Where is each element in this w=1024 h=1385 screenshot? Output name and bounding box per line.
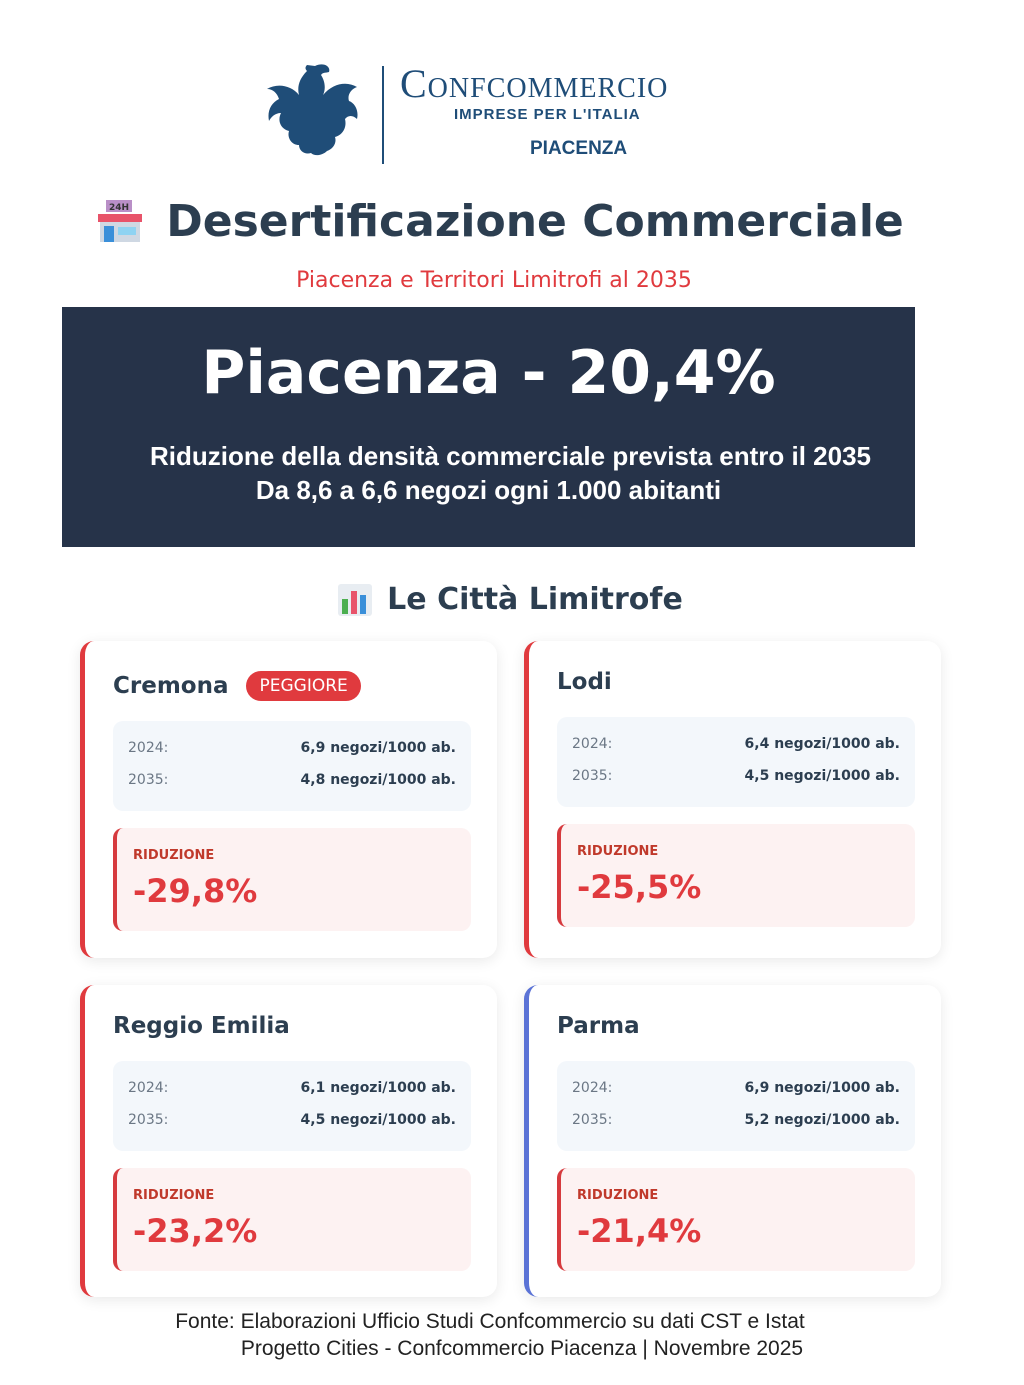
reduction-label: RIDUZIONE	[133, 1188, 215, 1203]
stat-value: 6,4 negozi/1000 ab.	[744, 736, 900, 752]
stat-year: 2024:	[128, 1080, 169, 1096]
stat-value: 4,5 negozi/1000 ab.	[300, 1112, 456, 1128]
city-name: Cremona	[113, 673, 229, 699]
reduction-value: -25,5%	[577, 868, 702, 906]
svg-text:24H: 24H	[109, 203, 129, 213]
stat-year: 2024:	[128, 740, 169, 756]
stat-value: 6,9 negozi/1000 ab.	[744, 1080, 900, 1096]
density-stats: 2024: 6,4 negozi/1000 ab. 2035: 4,5 nego…	[557, 717, 915, 807]
reduction-box: RIDUZIONE -21,4%	[557, 1168, 915, 1271]
convenience-store-icon: 24H	[98, 199, 143, 242]
title-row: 24H Desertificazione Commerciale	[0, 196, 1000, 247]
reduction-label: RIDUZIONE	[133, 848, 215, 863]
reduction-label: RIDUZIONE	[577, 844, 659, 859]
hero-detail: Da 8,6 a 6,6 negozi ogni 1.000 abitanti	[255, 475, 722, 505]
logo-city: PIACENZA	[530, 138, 628, 159]
page-subtitle: Piacenza e Territori Limitrofi al 2035	[296, 268, 692, 293]
stat-year: 2035:	[572, 768, 613, 784]
stat-row: 2024: 6,9 negozi/1000 ab.	[572, 1079, 900, 1097]
stat-row: 2035: 4,8 negozi/1000 ab.	[128, 771, 456, 789]
section-header: Le Città Limitrofe	[0, 582, 1020, 617]
stat-value: 4,5 negozi/1000 ab.	[744, 768, 900, 784]
section-title: Le Città Limitrofe	[387, 582, 683, 617]
density-stats: 2024: 6,9 negozi/1000 ab. 2035: 4,8 nego…	[113, 721, 471, 811]
density-stats: 2024: 6,9 negozi/1000 ab. 2035: 5,2 nego…	[557, 1061, 915, 1151]
city-card-parma: Parma 2024: 6,9 negozi/1000 ab. 2035: 5,…	[524, 985, 941, 1297]
city-name-row: Parma	[557, 1013, 640, 1039]
bar-chart-icon	[338, 583, 373, 616]
stat-row: 2035: 4,5 negozi/1000 ab.	[128, 1111, 456, 1129]
stat-value: 6,9 negozi/1000 ab.	[300, 740, 456, 756]
stat-value: 6,1 negozi/1000 ab.	[300, 1080, 456, 1096]
stat-row: 2024: 6,1 negozi/1000 ab.	[128, 1079, 456, 1097]
city-name-row: Reggio Emilia	[113, 1013, 290, 1039]
page-title: Desertificazione Commerciale	[166, 196, 904, 247]
reduction-label: RIDUZIONE	[577, 1188, 659, 1203]
reduction-box: RIDUZIONE -23,2%	[113, 1168, 471, 1271]
reduction-box: RIDUZIONE -25,5%	[557, 824, 915, 927]
reduction-box: RIDUZIONE -29,8%	[113, 828, 471, 931]
footer-source: Fonte: Elaborazioni Ufficio Studi Confco…	[175, 1310, 805, 1333]
city-name-row: Lodi	[557, 669, 612, 695]
hero-description: Riduzione della densità commerciale prev…	[149, 441, 872, 471]
eagle-logo-icon	[267, 64, 358, 156]
footer-project: Progetto Cities - Confcommercio Piacenza…	[240, 1337, 804, 1360]
stat-row: 2024: 6,9 negozi/1000 ab.	[128, 739, 456, 757]
stat-value: 5,2 negozi/1000 ab.	[744, 1112, 900, 1128]
stat-row: 2035: 5,2 negozi/1000 ab.	[572, 1111, 900, 1129]
city-card-lodi: Lodi 2024: 6,4 negozi/1000 ab. 2035: 4,5…	[524, 641, 941, 958]
hero-banner: Piacenza - 20,4% Riduzione della densità…	[62, 307, 915, 547]
logo-name: Confcommercio	[400, 61, 669, 106]
city-card-cremona: Cremona PEGGIORE 2024: 6,9 negozi/1000 a…	[80, 641, 497, 958]
city-name: Reggio Emilia	[113, 1013, 290, 1039]
stat-row: 2024: 6,4 negozi/1000 ab.	[572, 735, 900, 753]
stat-year: 2024:	[572, 736, 613, 752]
stat-row: 2035: 4,5 negozi/1000 ab.	[572, 767, 900, 785]
city-name: Lodi	[557, 669, 612, 695]
logo-tagline: IMPRESE PER L'ITALIA	[454, 106, 641, 123]
density-stats: 2024: 6,1 negozi/1000 ab. 2035: 4,5 nego…	[113, 1061, 471, 1151]
status-badge: PEGGIORE	[246, 671, 361, 701]
stat-value: 4,8 negozi/1000 ab.	[300, 772, 456, 788]
stat-year: 2035:	[572, 1112, 613, 1128]
reduction-value: -29,8%	[133, 872, 258, 910]
stat-year: 2024:	[572, 1080, 613, 1096]
logo-divider	[382, 66, 384, 164]
footer: Fonte: Elaborazioni Ufficio Studi Confco…	[0, 1308, 980, 1362]
reduction-value: -23,2%	[133, 1212, 258, 1250]
city-name: Parma	[557, 1013, 640, 1039]
city-card-reggio-emilia: Reggio Emilia 2024: 6,1 negozi/1000 ab. …	[80, 985, 497, 1297]
stat-year: 2035:	[128, 772, 169, 788]
hero-title: Piacenza - 20,4%	[201, 338, 776, 408]
city-name-row: Cremona PEGGIORE	[113, 671, 361, 701]
reduction-value: -21,4%	[577, 1212, 702, 1250]
stat-year: 2035:	[128, 1112, 169, 1128]
